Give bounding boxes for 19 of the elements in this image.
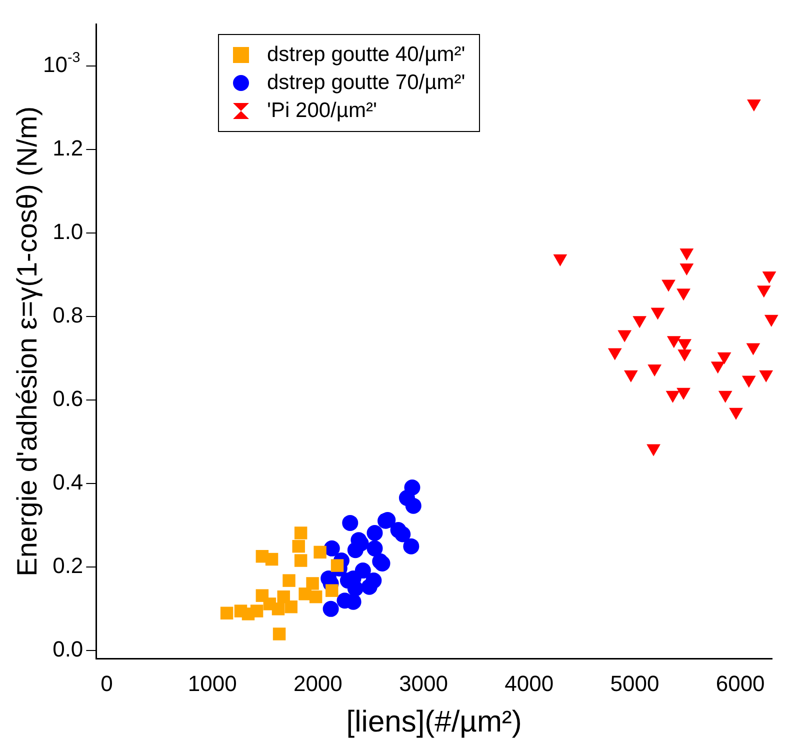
legend-label: 'Pi 200/µm²' [267, 98, 377, 124]
legend-label: dstrep goutte 70/µm²' [267, 70, 466, 96]
y-tick-label: 0.0 [52, 636, 84, 662]
x-tick-label: 2000 [293, 670, 342, 696]
x-tick-label: 5000 [610, 670, 660, 696]
x-tick-label: 6000 [716, 670, 765, 696]
x-tick-label: 0 [100, 670, 113, 696]
x-axis-title: [liens](#/µm²) [346, 705, 522, 738]
x-tick-label: 3000 [399, 670, 448, 696]
x-tick-label: 4000 [504, 670, 554, 696]
y-tick-label: 0.8 [52, 302, 84, 328]
y-tick-label: 0.6 [52, 386, 84, 411]
y-tick-label: 0.4 [52, 469, 84, 494]
legend-label: dstrep goutte 40/µm²' [267, 42, 466, 68]
y-tick-label: 1.0 [52, 218, 84, 244]
y-tick-label: 0.2 [52, 552, 84, 578]
x-tick-label: 1000 [188, 670, 237, 696]
y-tick-label: 1.2 [52, 135, 84, 160]
y-axis-title: Energie d'adhésion ε=γ(1-cosθ) (N/m) [12, 106, 43, 576]
